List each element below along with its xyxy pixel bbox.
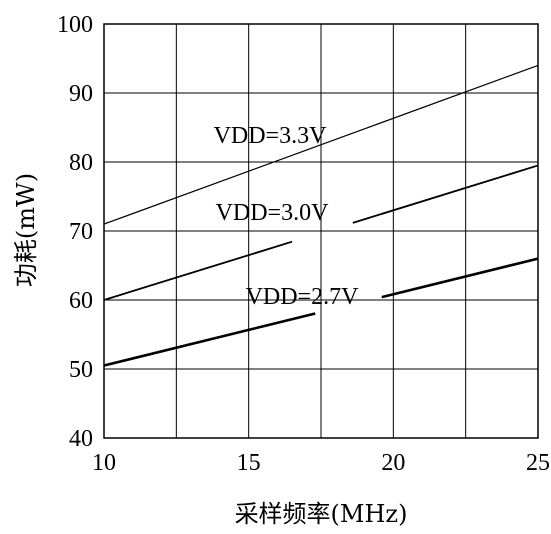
y-tick-label: 90 <box>69 81 93 107</box>
series-line <box>381 257 539 299</box>
y-tick-label: 100 <box>57 12 93 38</box>
y-tick-label: 80 <box>69 150 93 176</box>
grid-lines <box>104 24 538 438</box>
series-label: VDD=3.0V <box>216 200 330 226</box>
series-label: VDD=3.3V <box>214 123 328 149</box>
x-axis-label: 采样频率(MHz) <box>235 500 408 528</box>
series-line <box>103 64 539 225</box>
x-tick-label: 15 <box>237 450 261 476</box>
x-tick-label: 25 <box>526 450 550 476</box>
series-line <box>352 164 539 224</box>
y-axis-label: 功耗(mW) <box>12 173 40 287</box>
series-labels: VDD=3.3V VDD=3.0V VDD=2.7V <box>214 123 360 310</box>
x-tick-labels: 10 15 20 25 <box>92 450 550 476</box>
y-tick-label: 60 <box>69 288 93 314</box>
series-lines <box>103 64 539 367</box>
plot-frame <box>103 23 539 439</box>
series-line <box>103 312 316 367</box>
series-label: VDD=2.7V <box>246 284 360 310</box>
y-tick-label: 40 <box>69 426 93 452</box>
y-tick-label: 50 <box>69 357 93 383</box>
y-tick-label: 70 <box>69 219 93 245</box>
x-tick-label: 10 <box>92 450 116 476</box>
x-tick-label: 20 <box>381 450 405 476</box>
y-tick-labels: 40 50 60 70 80 90 100 <box>57 12 93 452</box>
series-line <box>103 240 293 301</box>
